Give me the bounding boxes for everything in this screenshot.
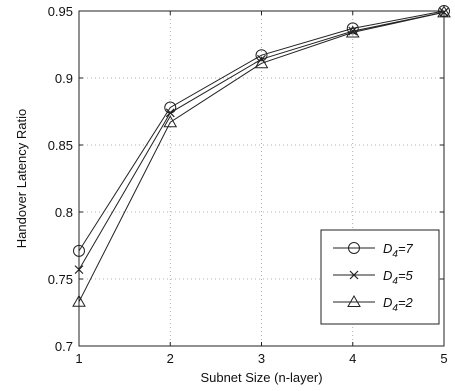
series-line	[78, 11, 445, 303]
legend-label: D4=7	[383, 241, 414, 260]
data-point-marker	[74, 265, 84, 275]
data-point-marker	[345, 25, 360, 38]
data-point-marker	[254, 56, 269, 69]
legend-marker	[347, 294, 361, 307]
legend-label: D4=2	[383, 295, 414, 314]
y-tick-label: 0.95	[48, 4, 73, 19]
y-tick-label: 0.9	[55, 71, 73, 86]
data-point-marker	[437, 5, 451, 18]
legend-marker	[349, 270, 359, 280]
y-axis-title: Handover Latency Ratio	[14, 109, 29, 248]
x-tick-label: 3	[258, 351, 265, 366]
x-tick-label: 4	[349, 351, 356, 366]
x-tick-label: 5	[440, 351, 447, 366]
y-tick-label: 0.7	[55, 339, 73, 354]
y-tick-label: 0.75	[48, 272, 73, 287]
data-point-marker	[255, 49, 268, 62]
x-axis-title: Subnet Size (n-layer)	[200, 370, 322, 385]
legend-box	[320, 229, 440, 325]
data-point-marker	[73, 244, 85, 257]
series-line	[78, 10, 445, 252]
x-tick-label: 2	[167, 351, 174, 366]
legend: D4=7 D4=5 D4=2	[320, 229, 440, 325]
y-tick-label: 0.8	[55, 205, 73, 220]
data-point-marker	[72, 294, 86, 307]
data-point-marker	[163, 115, 178, 128]
axis-ticks: 0.7 0.75 0.8 0.85 0.9 0.95 1 2 3 4 5	[48, 4, 448, 366]
y-tick-label: 0.85	[48, 138, 73, 153]
data-point-marker	[346, 22, 359, 35]
legend-label: D4=5	[383, 268, 414, 287]
legend-marker	[348, 242, 360, 254]
x-tick-label: 1	[75, 351, 82, 366]
series-group	[72, 5, 451, 307]
data-point-marker	[165, 108, 175, 118]
